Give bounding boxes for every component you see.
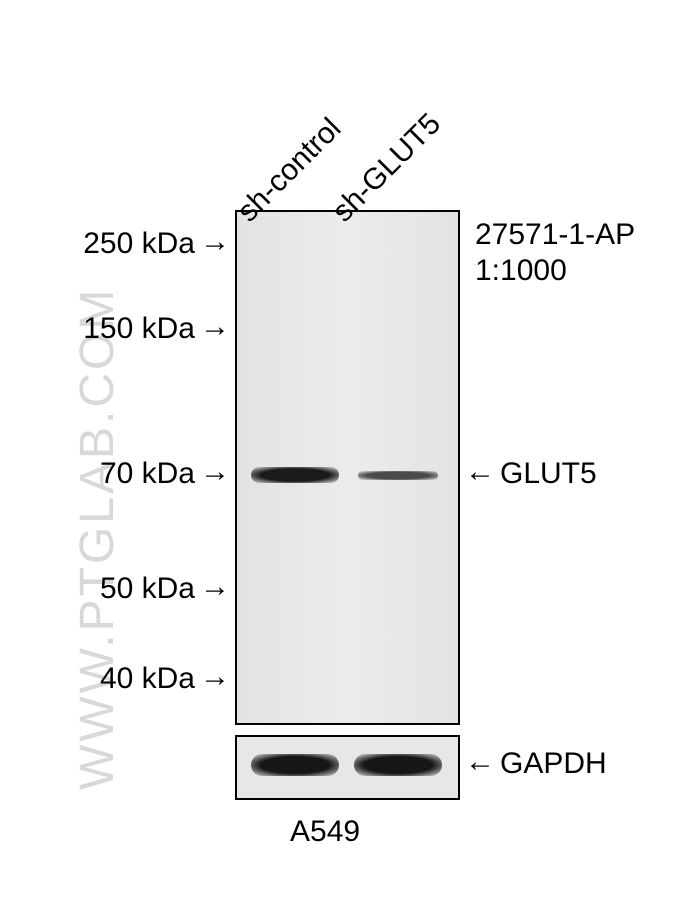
watermark-text: WWW.PTGLAB.COM	[70, 287, 125, 790]
mw-marker-label: 50 kDa	[35, 572, 195, 606]
antibody-dilution: 1:1000	[475, 254, 567, 288]
arrow-right-icon: →	[200, 660, 230, 694]
antibody-catalog: 27571-1-AP	[475, 218, 635, 252]
mw-marker-label: 40 kDa	[35, 662, 195, 696]
band-label: GLUT5	[500, 457, 597, 491]
blot-band	[251, 467, 339, 483]
mw-marker-label: 150 kDa	[35, 312, 195, 346]
blot-band	[354, 754, 442, 776]
arrow-right-icon: →	[200, 310, 230, 344]
arrow-left-icon: ←	[465, 455, 495, 489]
cell-line-label: A549	[290, 815, 360, 849]
arrow-right-icon: →	[200, 570, 230, 604]
arrow-left-icon: ←	[465, 745, 495, 779]
blot-band	[358, 471, 439, 480]
arrow-right-icon: →	[200, 455, 230, 489]
mw-marker-label: 70 kDa	[35, 457, 195, 491]
arrow-right-icon: →	[200, 225, 230, 259]
blot-band	[251, 754, 339, 776]
mw-marker-label: 250 kDa	[35, 227, 195, 261]
band-label: GAPDH	[500, 747, 607, 781]
